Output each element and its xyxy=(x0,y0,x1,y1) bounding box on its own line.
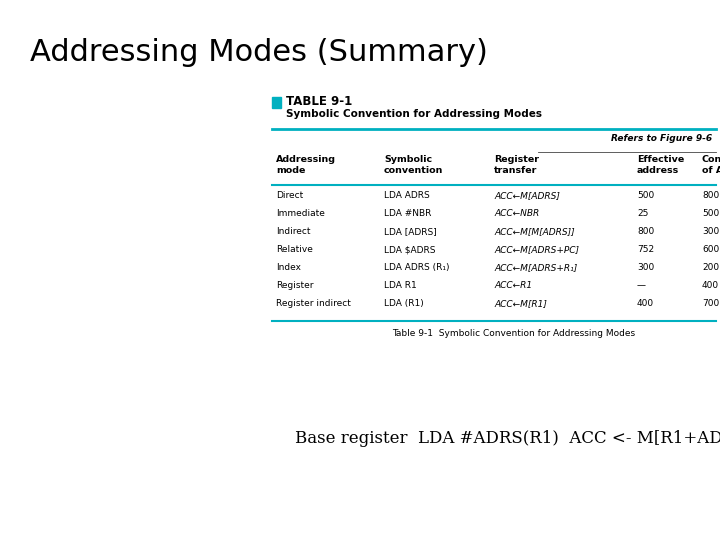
Text: Addressing
mode: Addressing mode xyxy=(276,155,336,175)
Text: Register
transfer: Register transfer xyxy=(494,155,539,175)
Text: 800: 800 xyxy=(637,227,654,236)
Text: ACC←M[ADRS]: ACC←M[ADRS] xyxy=(494,191,560,200)
Text: 700: 700 xyxy=(702,299,719,308)
Text: Addressing Modes (Summary): Addressing Modes (Summary) xyxy=(30,38,488,67)
Text: —: — xyxy=(637,281,646,290)
Text: LDA (R1): LDA (R1) xyxy=(384,299,424,308)
Text: 200: 200 xyxy=(702,263,719,272)
Text: Refers to Figure 9-6: Refers to Figure 9-6 xyxy=(611,134,712,143)
Text: LDA ADRS: LDA ADRS xyxy=(384,191,430,200)
Text: Index: Index xyxy=(276,263,301,272)
Text: 800: 800 xyxy=(702,191,719,200)
Text: 752: 752 xyxy=(637,245,654,254)
Text: Symbolic
convention: Symbolic convention xyxy=(384,155,444,175)
Text: 500: 500 xyxy=(637,191,654,200)
Text: 25: 25 xyxy=(637,209,649,218)
Text: 300: 300 xyxy=(637,263,654,272)
Text: 600: 600 xyxy=(702,245,719,254)
Text: Base register  LDA #ADRS(R1)  ACC <- M[R1+ADRS]: Base register LDA #ADRS(R1) ACC <- M[R1+… xyxy=(295,430,720,447)
Text: LDA #NBR: LDA #NBR xyxy=(384,209,431,218)
Text: ACC←M[ADRS+PC]: ACC←M[ADRS+PC] xyxy=(494,245,579,254)
Text: ACC←M[R1]: ACC←M[R1] xyxy=(494,299,547,308)
Text: TABLE 9-1: TABLE 9-1 xyxy=(286,95,352,108)
Text: Immediate: Immediate xyxy=(276,209,325,218)
Text: Contents
of ACC: Contents of ACC xyxy=(702,155,720,175)
Text: 500: 500 xyxy=(702,209,719,218)
Text: 300: 300 xyxy=(702,227,719,236)
Text: LDA $ADRS: LDA $ADRS xyxy=(384,245,436,254)
Text: Direct: Direct xyxy=(276,191,303,200)
Text: LDA [ADRS]: LDA [ADRS] xyxy=(384,227,437,236)
Text: Register: Register xyxy=(276,281,313,290)
Bar xyxy=(272,97,281,108)
Text: Relative: Relative xyxy=(276,245,313,254)
Text: 400: 400 xyxy=(702,281,719,290)
Text: Table 9-1  Symbolic Convention for Addressing Modes: Table 9-1 Symbolic Convention for Addres… xyxy=(392,329,636,338)
Text: ACC←M[ADRS+R₁]: ACC←M[ADRS+R₁] xyxy=(494,263,577,272)
Text: Register indirect: Register indirect xyxy=(276,299,351,308)
Text: ACC←M[M[ADRS]]: ACC←M[M[ADRS]] xyxy=(494,227,575,236)
Text: Symbolic Convention for Addressing Modes: Symbolic Convention for Addressing Modes xyxy=(286,109,542,119)
Text: LDA R1: LDA R1 xyxy=(384,281,417,290)
Text: LDA ADRS (R₁): LDA ADRS (R₁) xyxy=(384,263,449,272)
Text: ACC←R1: ACC←R1 xyxy=(494,281,532,290)
Text: Indirect: Indirect xyxy=(276,227,310,236)
Text: ACC←NBR: ACC←NBR xyxy=(494,209,539,218)
Text: Effective
address: Effective address xyxy=(637,155,684,175)
Text: 400: 400 xyxy=(637,299,654,308)
